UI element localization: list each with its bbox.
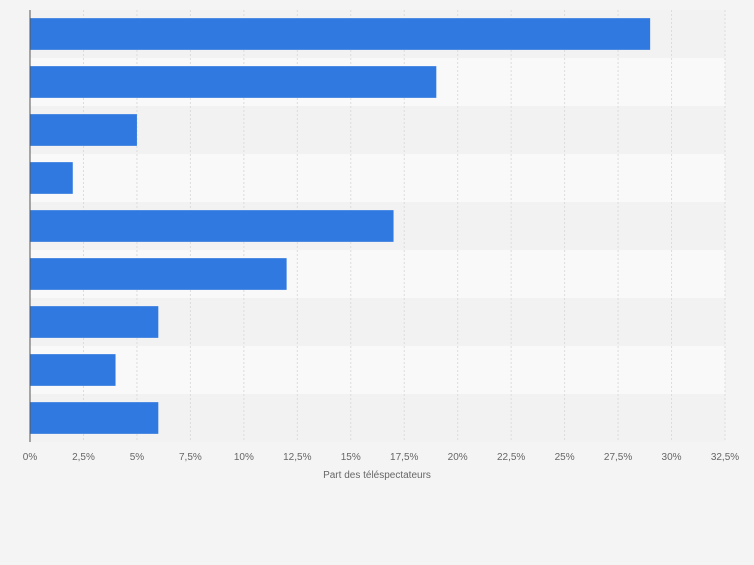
x-tick-label: 32,5% [711,452,739,463]
x-tick-label: 0% [23,452,38,463]
bar[interactable] [30,306,159,338]
x-tick-label: 5% [130,452,145,463]
bar[interactable] [30,354,116,386]
bar[interactable] [30,66,437,98]
x-tick-label: 15% [341,452,361,463]
x-tick-label: 17,5% [390,452,418,463]
row-band [30,346,725,394]
x-tick-label: 27,5% [604,452,632,463]
bar[interactable] [30,162,73,194]
x-tick-label: 2,5% [72,452,95,463]
row-band [30,106,725,154]
x-tick-label: 22,5% [497,452,525,463]
x-tick-label: 20% [448,452,468,463]
bar[interactable] [30,402,159,434]
bar[interactable] [30,210,394,242]
row-band [30,154,725,202]
x-tick-label: 10% [234,452,254,463]
x-tick-label: 30% [662,452,682,463]
x-tick-label: 12,5% [283,452,311,463]
bar[interactable] [30,18,651,50]
bar[interactable] [30,114,137,146]
bar[interactable] [30,258,287,290]
x-axis-label: Part des téléspectateurs [323,470,431,481]
x-tick-label: 7,5% [179,452,202,463]
x-tick-label: 25% [555,452,575,463]
